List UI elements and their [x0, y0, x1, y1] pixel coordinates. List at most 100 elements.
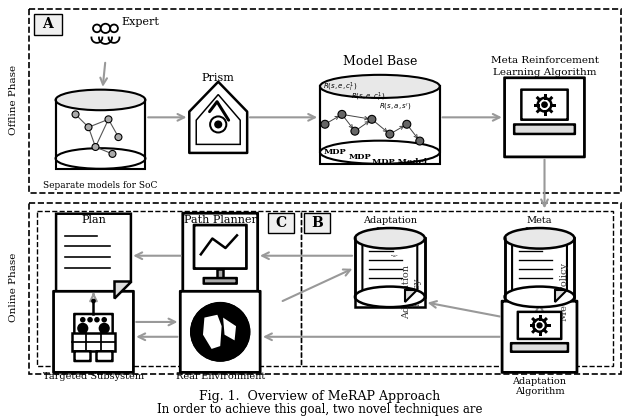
Polygon shape — [555, 290, 567, 302]
Text: Adaptation
Policy: Adaptation Policy — [391, 255, 399, 257]
Circle shape — [536, 322, 543, 329]
Text: A: A — [42, 18, 53, 31]
Text: Meta Policy: Meta Policy — [560, 263, 569, 321]
Polygon shape — [115, 281, 131, 298]
Polygon shape — [223, 318, 236, 340]
Text: Path Planner: Path Planner — [184, 215, 257, 225]
Text: Fig. 1.  Overview of MeRAP Approach: Fig. 1. Overview of MeRAP Approach — [200, 390, 440, 403]
Bar — [504, 238, 575, 307]
Text: MDP Model: MDP Model — [372, 158, 428, 166]
FancyBboxPatch shape — [183, 213, 258, 292]
Circle shape — [91, 299, 96, 303]
Ellipse shape — [56, 89, 145, 110]
Bar — [320, 87, 440, 164]
Text: Separate models for SoC: Separate models for SoC — [44, 181, 157, 190]
FancyBboxPatch shape — [304, 213, 330, 233]
Circle shape — [191, 303, 249, 360]
Ellipse shape — [504, 287, 575, 307]
FancyBboxPatch shape — [217, 269, 223, 278]
Circle shape — [109, 150, 116, 157]
Circle shape — [386, 130, 394, 138]
Circle shape — [416, 137, 424, 145]
Circle shape — [80, 317, 86, 322]
Text: MDP: MDP — [324, 148, 346, 156]
Ellipse shape — [56, 148, 145, 169]
FancyBboxPatch shape — [54, 291, 133, 372]
Polygon shape — [56, 214, 131, 298]
Text: Algorithm: Algorithm — [515, 387, 564, 396]
FancyBboxPatch shape — [194, 225, 246, 269]
Circle shape — [351, 127, 359, 135]
Circle shape — [87, 317, 93, 322]
Text: Learning Algorithm: Learning Algorithm — [493, 69, 596, 77]
Circle shape — [110, 25, 118, 32]
Circle shape — [538, 98, 551, 112]
Bar — [355, 238, 425, 307]
Ellipse shape — [320, 141, 440, 164]
Polygon shape — [405, 290, 417, 302]
Ellipse shape — [355, 287, 425, 307]
Circle shape — [338, 110, 346, 118]
Text: Meta: Meta — [527, 216, 552, 224]
Text: Adaptation: Adaptation — [363, 216, 417, 224]
Text: Targeted Subsystem: Targeted Subsystem — [43, 372, 144, 381]
Text: Adaptation: Adaptation — [513, 377, 566, 386]
FancyBboxPatch shape — [268, 213, 294, 233]
Bar — [56, 100, 145, 169]
Text: Policy: Policy — [525, 227, 554, 235]
Circle shape — [533, 319, 546, 332]
Text: Adaptation
Policy: Adaptation Policy — [402, 265, 422, 319]
Circle shape — [92, 143, 99, 150]
Circle shape — [368, 115, 376, 123]
Text: Real Environment: Real Environment — [175, 372, 265, 381]
Text: Expert: Expert — [122, 18, 159, 28]
Circle shape — [210, 117, 227, 133]
Circle shape — [101, 317, 107, 322]
Text: B: B — [311, 216, 323, 230]
FancyBboxPatch shape — [180, 291, 260, 372]
Text: Prism: Prism — [202, 73, 235, 83]
Text: $R(s, e, c_i^1)$: $R(s, e, c_i^1)$ — [351, 91, 385, 104]
Circle shape — [93, 25, 100, 32]
Circle shape — [85, 124, 92, 131]
Text: C: C — [276, 216, 287, 230]
Circle shape — [77, 323, 88, 334]
FancyBboxPatch shape — [502, 301, 577, 372]
Circle shape — [94, 317, 100, 322]
Text: Online Phase: Online Phase — [9, 252, 18, 322]
Ellipse shape — [504, 228, 575, 249]
Polygon shape — [512, 233, 567, 302]
Polygon shape — [189, 82, 247, 153]
Circle shape — [214, 120, 222, 128]
Text: MDP: MDP — [349, 153, 371, 161]
Circle shape — [105, 116, 112, 123]
Circle shape — [100, 24, 110, 33]
FancyBboxPatch shape — [514, 125, 575, 134]
Text: $R(s, a, s')$: $R(s, a, s')$ — [379, 102, 411, 113]
FancyBboxPatch shape — [204, 278, 237, 283]
FancyBboxPatch shape — [74, 351, 90, 361]
Text: In order to achieve this goal, two novel techniques are: In order to achieve this goal, two novel… — [157, 403, 483, 416]
FancyBboxPatch shape — [97, 351, 113, 361]
Polygon shape — [203, 315, 221, 349]
Circle shape — [99, 323, 110, 334]
FancyBboxPatch shape — [511, 343, 568, 352]
Polygon shape — [362, 233, 417, 302]
FancyBboxPatch shape — [522, 89, 568, 120]
Circle shape — [72, 111, 79, 118]
Ellipse shape — [320, 75, 440, 98]
Text: $R(s, e, c_i^1)$: $R(s, e, c_i^1)$ — [323, 81, 357, 94]
FancyBboxPatch shape — [518, 312, 561, 339]
Text: Policy: Policy — [375, 227, 404, 235]
Ellipse shape — [355, 228, 425, 249]
Text: Model Base: Model Base — [342, 56, 417, 69]
Circle shape — [541, 101, 548, 108]
FancyBboxPatch shape — [504, 78, 584, 157]
Text: Plan: Plan — [81, 215, 106, 225]
Text: Meta Reinforcement: Meta Reinforcement — [490, 56, 598, 64]
Text: Offline Phase: Offline Phase — [9, 64, 18, 135]
FancyBboxPatch shape — [34, 13, 61, 35]
FancyBboxPatch shape — [72, 334, 115, 351]
FancyBboxPatch shape — [74, 314, 113, 340]
Circle shape — [403, 120, 411, 128]
